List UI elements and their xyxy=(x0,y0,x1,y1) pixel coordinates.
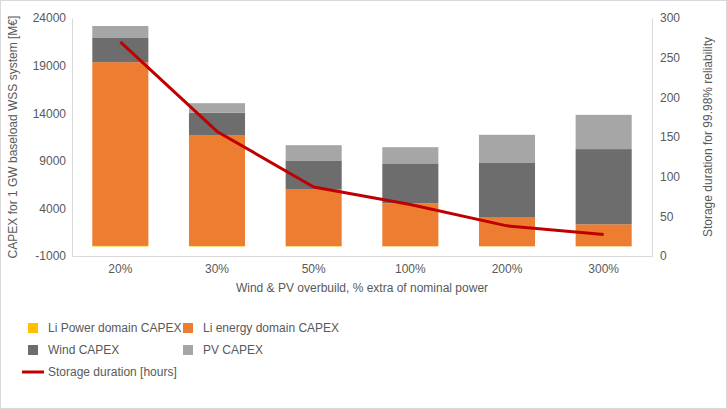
x-axis: 20% 30% 50% 100% 200% 300% xyxy=(73,256,653,276)
y2-tick-label: 50 xyxy=(660,210,674,224)
y-tick: 9000 xyxy=(39,154,72,168)
legend: Li Power domain CAPEX Li energy domain CA… xyxy=(22,321,339,379)
x-tick: 100% xyxy=(395,256,426,276)
plot-area xyxy=(92,26,631,246)
y-axis-title: CAPEX for 1 GW baseload WSS system [M€] xyxy=(6,16,20,259)
y-tick-label: 14000 xyxy=(33,107,67,121)
x-axis-title: Wind & PV overbuild, % extra of nominal … xyxy=(236,281,488,295)
y2-tick: 300 xyxy=(652,11,680,25)
legend-label: Li Power domain CAPEX xyxy=(48,321,181,335)
legend-symbol xyxy=(183,345,193,355)
y-tick-label: 9000 xyxy=(39,154,66,168)
bar xyxy=(479,162,535,217)
y2-tick: 250 xyxy=(652,51,680,65)
bar xyxy=(382,163,438,203)
bar xyxy=(189,136,245,246)
y2-tick: 150 xyxy=(652,130,680,144)
bar xyxy=(286,145,342,160)
line xyxy=(120,42,603,235)
y2-tick-label: 150 xyxy=(660,130,680,144)
y2-tick: 50 xyxy=(652,210,674,224)
y-tick-label: 19000 xyxy=(33,59,67,73)
x-tick-label: 100% xyxy=(395,262,426,276)
x-tick-label: 200% xyxy=(492,262,523,276)
y2-tick: 0 xyxy=(652,249,667,263)
x-tick: 200% xyxy=(492,256,523,276)
bar xyxy=(382,147,438,163)
y2-tick: 100 xyxy=(652,170,680,184)
x-tick-label: 50% xyxy=(302,262,326,276)
chart: -1000 4000 9000 14000 19000 24000 0 50 100 150 200… xyxy=(0,0,727,409)
y-tick-label: 24000 xyxy=(33,11,67,25)
y2-axis: 0 50 100 150 200 250 300 xyxy=(652,11,680,263)
legend-label: Li energy domain CAPEX xyxy=(203,321,339,335)
x-tick-label: 30% xyxy=(205,262,229,276)
y-tick: -1000 xyxy=(35,249,72,263)
y2-tick-label: 250 xyxy=(660,51,680,65)
x-tick-label: 300% xyxy=(588,262,619,276)
y-tick-label: -1000 xyxy=(35,249,66,263)
x-tick: 50% xyxy=(302,256,326,276)
x-tick-label: 20% xyxy=(108,262,132,276)
y2-axis-title: Storage duration for 99.98% reliability xyxy=(701,37,715,237)
bar xyxy=(576,115,632,149)
y-tick-label: 4000 xyxy=(39,202,66,216)
bar xyxy=(576,149,632,224)
y-axis-line xyxy=(72,19,73,257)
bar xyxy=(92,26,148,37)
bar xyxy=(479,135,535,163)
x-tick: 300% xyxy=(588,256,619,276)
y-tick: 14000 xyxy=(33,107,72,121)
legend-label: PV CAPEX xyxy=(203,343,263,357)
y-tick: 24000 xyxy=(33,11,72,25)
x-tick: 20% xyxy=(108,256,132,276)
legend-symbol xyxy=(28,323,38,333)
legend-symbol xyxy=(28,345,38,355)
y2-axis-line xyxy=(652,19,653,257)
bar xyxy=(92,62,148,246)
legend-label: Storage duration [hours] xyxy=(48,365,177,379)
legend-label: Wind CAPEX xyxy=(48,343,119,357)
y-tick: 19000 xyxy=(33,59,72,73)
bar xyxy=(576,224,632,246)
y-tick: 4000 xyxy=(39,202,72,216)
y2-tick-label: 200 xyxy=(660,91,680,105)
y-axis: -1000 4000 9000 14000 19000 24000 xyxy=(33,11,73,263)
y2-tick-label: 300 xyxy=(660,11,680,25)
y2-tick: 200 xyxy=(652,91,680,105)
y2-tick-label: 0 xyxy=(660,249,667,263)
bar xyxy=(286,189,342,246)
x-axis-line xyxy=(73,256,653,257)
x-tick: 30% xyxy=(205,256,229,276)
chart-border xyxy=(1,1,727,409)
y2-tick-label: 100 xyxy=(660,170,680,184)
legend-symbol xyxy=(22,371,44,374)
legend-symbol xyxy=(183,323,193,333)
